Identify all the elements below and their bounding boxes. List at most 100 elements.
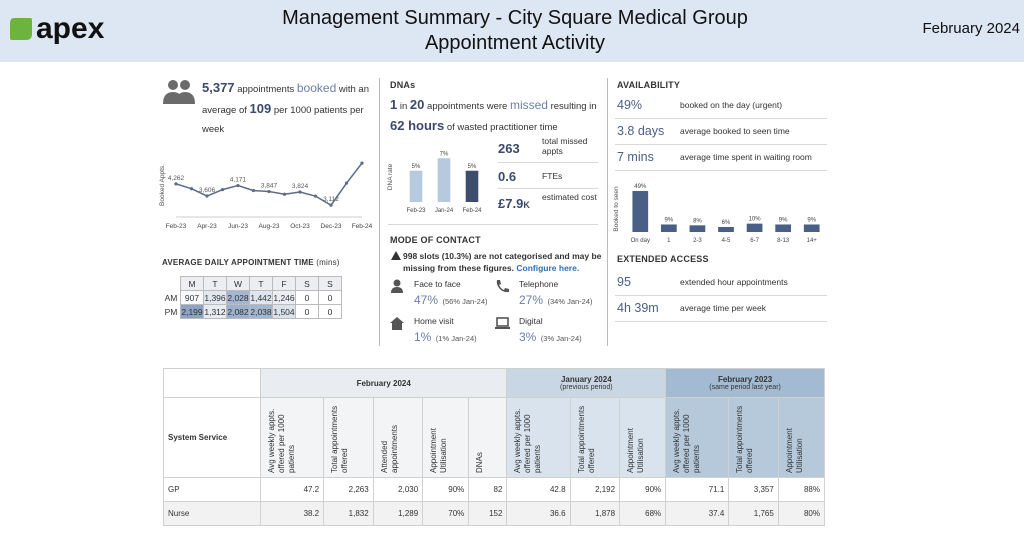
heatmap-row: AM 907 1,396 2,028 1,442 1,246 0 0: [162, 290, 342, 305]
day-label: T: [203, 276, 227, 291]
bar: [409, 170, 423, 202]
contact-name: Telephone: [519, 279, 559, 289]
contact-value: 27% (34% Jan-24): [519, 291, 593, 309]
bar: [437, 158, 451, 202]
stat-label: extended hour appointments: [680, 277, 788, 287]
value-label: 9%: [807, 217, 816, 223]
text: 998 slots (10.3%) are not categorised an…: [403, 251, 602, 273]
x-tick-label: On day: [631, 238, 650, 244]
value-label: 5%: [412, 164, 421, 170]
day-label: T: [249, 276, 273, 291]
day-label: W: [226, 276, 250, 291]
column-header-cell: Total appointments offered: [323, 397, 374, 478]
bar: [746, 223, 763, 232]
cell: 1,765: [728, 501, 779, 526]
cell: 47.2: [259, 477, 325, 502]
text: appointments were: [427, 101, 508, 112]
value-label: 6%: [722, 220, 731, 226]
note: (56% Jan-24): [442, 297, 488, 306]
contact-icon: [496, 280, 509, 293]
separator: [388, 224, 598, 225]
column-header-cell: Avg weekly appts. offered per 1000 patie…: [506, 397, 571, 478]
date: February 2024: [922, 20, 1020, 37]
column-header: Appointment Utilisation: [429, 428, 449, 473]
column-header: Avg weekly appts. offered per 1000 patie…: [513, 408, 543, 473]
value-label: 9%: [665, 217, 674, 223]
header: apex Management Summary - City Square Me…: [0, 0, 1024, 62]
x-tick-label: Feb-23: [166, 223, 187, 230]
column-header-cell: Avg weekly appts. offered per 1000 patie…: [665, 397, 730, 478]
cell: 88%: [777, 477, 826, 502]
x-tick-label: Feb-23: [406, 208, 426, 214]
bar: [465, 170, 479, 202]
point: [360, 161, 364, 165]
cell: 90%: [422, 477, 470, 502]
stat-value: 7 mins: [617, 150, 654, 164]
heat-cell: 2,082: [226, 304, 250, 319]
x-tick-label: 4-5: [722, 238, 731, 244]
separator: [615, 321, 827, 322]
text: £7.9: [498, 196, 524, 211]
contact-value: 47% (56% Jan-24): [414, 291, 488, 309]
stat-value: 20: [409, 97, 425, 112]
group-title: January 2024: [560, 375, 612, 384]
day-label: F: [272, 276, 296, 291]
title-line: Management Summary - City Square Medical…: [282, 7, 748, 29]
point: [236, 183, 240, 188]
section-title: EXTENDED ACCESS: [617, 254, 709, 264]
text: with an average of: [202, 84, 369, 116]
warning: 998 slots (10.3%) are not categorised an…: [403, 250, 603, 274]
title: Management Summary - City Square Medical…: [215, 6, 815, 56]
point: [282, 192, 287, 196]
link[interactable]: Configure here.: [516, 263, 580, 273]
bar: [718, 226, 734, 232]
text: per 1000 patients per week: [202, 105, 364, 135]
day-label: M: [180, 276, 204, 291]
value-label: 49%: [634, 184, 647, 190]
value-label: 3,606: [199, 187, 216, 194]
cell: 1,878: [569, 501, 621, 526]
group-header: February 2023 (same period last year): [665, 368, 825, 398]
heat-cell: 2,199: [180, 304, 204, 319]
contact-icon: [390, 317, 404, 330]
value: 1%: [414, 330, 432, 344]
table-row: GP 47.2 2,263 2,030 90% 82 42.8 2,192 90% 71.1 3,3…: [163, 477, 826, 502]
divider: [607, 78, 608, 346]
stat-value: 49%: [617, 98, 643, 112]
contact-name: Face to face: [414, 279, 461, 289]
day-label: S: [295, 276, 319, 291]
section-title: MODE OF CONTACT: [390, 235, 481, 245]
point: [205, 194, 209, 198]
column-header-cell: Attended appointments: [372, 397, 424, 478]
section-title: AVERAGE DAILY APPOINTMENT TIME (mins): [162, 258, 340, 267]
cell: 37.4: [665, 501, 730, 526]
heatmap: M T W T F S S AM 907 1,396 2,028 1,442 1,246 0 0 PM 2,19…: [162, 276, 342, 319]
highlight: missed: [509, 98, 548, 112]
group-subtitle: (same period last year): [709, 384, 781, 391]
stat-label: booked on the day (urgent): [680, 100, 783, 110]
column-header: Avg weekly appts. offered per 1000 patie…: [672, 408, 702, 473]
note: (1% Jan-24): [435, 334, 477, 343]
value: 27%: [519, 293, 544, 307]
section-title: DNAs: [390, 80, 416, 90]
point: [189, 187, 194, 191]
group-row: February 2024 January 2024 (previous perio…: [163, 368, 825, 398]
bar: [632, 191, 649, 232]
x-tick-label: Feb-24: [462, 208, 482, 214]
column-header: Total appointments offered: [576, 405, 596, 473]
column-header: System Service: [163, 397, 261, 478]
heat-cell: 1,312: [203, 304, 227, 319]
column-header: Total appointments offered: [735, 405, 755, 473]
unit: (mins): [316, 258, 340, 267]
column-header: Appointment Utilisation: [784, 428, 804, 473]
stat-label: estimated cost: [542, 192, 597, 202]
column-header-cell: DNAs: [468, 397, 508, 478]
stat-label: total missed appts: [542, 136, 588, 156]
value-label: 3,824: [292, 183, 309, 190]
stat-label: average time per week: [680, 303, 766, 313]
point: [251, 188, 256, 193]
value-label: 7%: [440, 151, 449, 157]
column-header-cell: Total appointments offered: [728, 397, 779, 478]
